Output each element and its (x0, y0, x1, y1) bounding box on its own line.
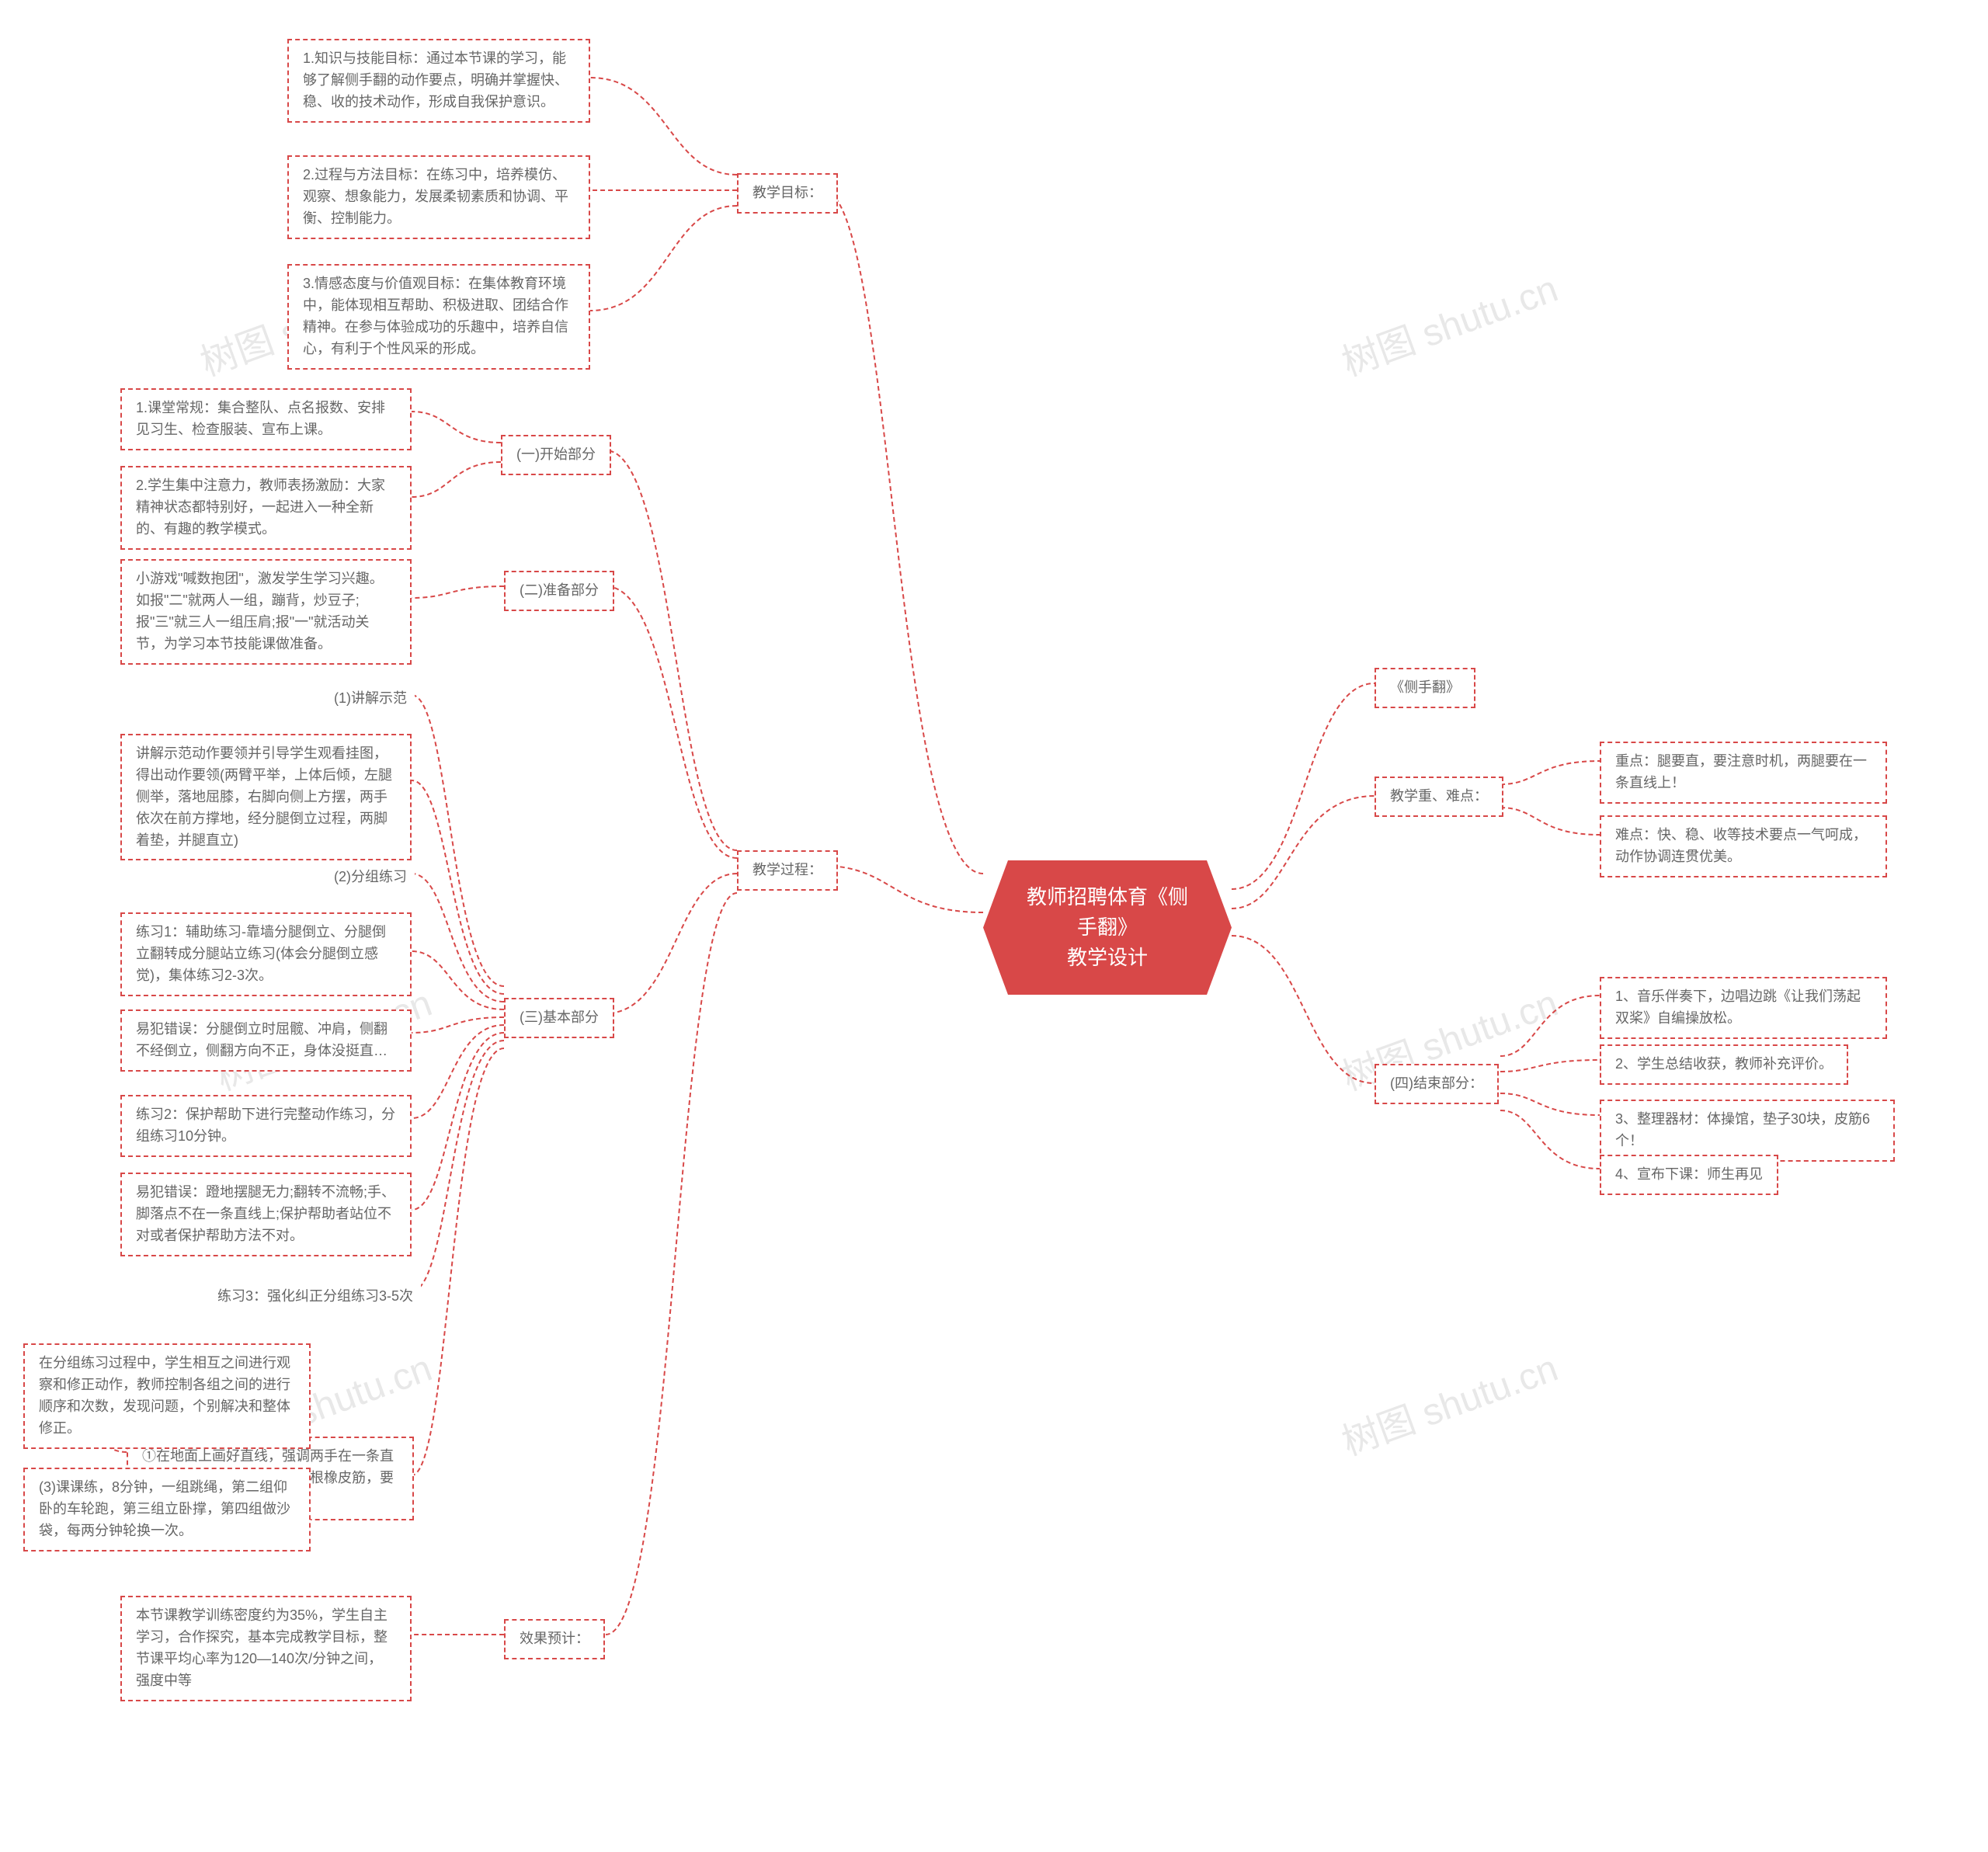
watermark: 树图 shutu.cn (1333, 1337, 1564, 1465)
right-node-ending: (四)结束部分： (1375, 1064, 1499, 1104)
left-leaf-part3-5: 易犯错误：分腿倒立时屈髋、冲肩，侧翻不经倒立，侧翻方向不正，身体没挺直… (120, 1009, 412, 1072)
left-node-goals: 教学目标： (737, 173, 838, 214)
left-leaf-goal-3: 3.情感态度与价值观目标：在集体教育环境中，能体现相互帮助、积极进取、团结合作精… (287, 264, 590, 370)
right-leaf-ending-4: 4、宣布下课：师生再见 (1600, 1155, 1778, 1195)
right-leaf-keypoint-2: 难点：快、稳、收等技术要点一气呵成，动作协调连贯优美。 (1600, 815, 1887, 877)
left-node-effect: 效果预计： (504, 1619, 605, 1659)
left-node-process: 教学过程： (737, 850, 838, 891)
right-leaf-ending-1: 1、音乐伴奏下，边唱边跳《让我们荡起双桨》自编操放松。 (1600, 977, 1887, 1039)
left-leaf-part3-1: (1)讲解示范 (326, 683, 415, 714)
left-leaf-part1-1: 1.课堂常规：集合整队、点名报数、安排见习生、检查服装、宣布上课。 (120, 388, 412, 450)
center-line1: 教师招聘体育《侧手翻》 (1027, 885, 1188, 939)
right-leaf-keypoint-1: 重点：腿要直，要注意时机，两腿要在一条直线上！ (1600, 742, 1887, 804)
left-leaf-part3-4: 练习1：辅助练习-靠墙分腿倒立、分腿倒立翻转成分腿站立练习(体会分腿倒立感觉)，… (120, 912, 412, 996)
center-line2: 教学设计 (1067, 946, 1148, 969)
left-node-part2: (二)准备部分 (504, 571, 614, 611)
right-node-subject: 《侧手翻》 (1375, 668, 1475, 708)
left-leaf-part3-2: 讲解示范动作要领并引导学生观看挂图，得出动作要领(两臂平举，上体后倾，左腿侧举，… (120, 734, 412, 860)
left-leaf-part1-2: 2.学生集中注意力，教师表扬激励：大家精神状态都特别好，一起进入一种全新的、有趣… (120, 466, 412, 550)
left-leaf-part3-6: 练习2：保护帮助下进行完整动作练习，分组练习10分钟。 (120, 1095, 412, 1157)
left-leaf-part3-8: 练习3：强化纠正分组练习3-5次 (210, 1281, 421, 1312)
left-leaf-goal-1: 1.知识与技能目标：通过本节课的学习，能够了解侧手翻的动作要点，明确并掌握快、稳… (287, 39, 590, 123)
right-leaf-ending-2: 2、学生总结收获，教师补充评价。 (1600, 1044, 1848, 1085)
center-node: 教师招聘体育《侧手翻》 教学设计 (983, 860, 1232, 995)
left-node-part3: (三)基本部分 (504, 998, 614, 1038)
left-leaf-part3-9-child2: (3)课课练，8分钟，一组跳绳，第二组仰卧的车轮跑，第三组立卧撑，第四组做沙袋，… (23, 1468, 311, 1551)
left-leaf-effect-1: 本节课教学训练密度约为35%，学生自主学习，合作探究，基本完成教学目标，整节课平… (120, 1596, 412, 1701)
left-leaf-part2-1: 小游戏"喊数抱团"，激发学生学习兴趣。如报"二"就两人一组，蹦背，炒豆子;报"三… (120, 559, 412, 665)
left-node-part1: (一)开始部分 (501, 435, 611, 475)
left-leaf-part3-3: (2)分组练习 (326, 862, 415, 893)
watermark: 树图 shutu.cn (1333, 258, 1564, 386)
right-node-keypoints: 教学重、难点： (1375, 777, 1503, 817)
left-leaf-part3-7: 易犯错误：蹬地摆腿无力;翻转不流畅;手、脚落点不在一条直线上;保护帮助者站位不对… (120, 1173, 412, 1256)
left-leaf-part3-9-child1: 在分组练习过程中，学生相互之间进行观察和修正动作，教师控制各组之间的进行顺序和次… (23, 1343, 311, 1449)
left-leaf-goal-2: 2.过程与方法目标：在练习中，培养模仿、观察、想象能力，发展柔韧素质和协调、平衡… (287, 155, 590, 239)
right-leaf-ending-3: 3、整理器材：体操馆，垫子30块，皮筋6个！ (1600, 1100, 1895, 1162)
